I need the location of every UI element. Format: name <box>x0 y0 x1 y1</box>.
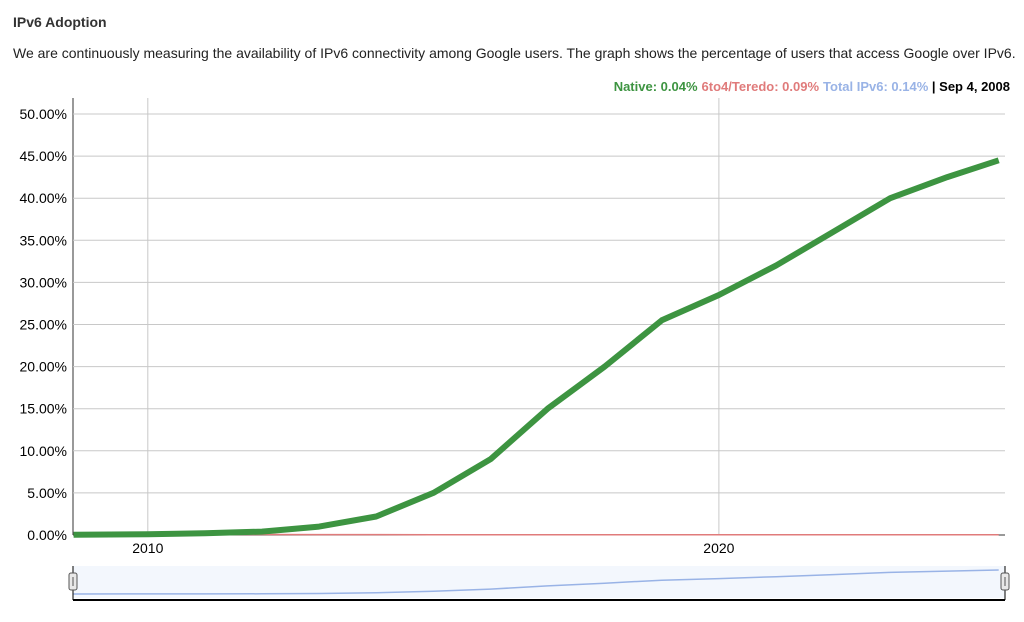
chart-title: IPv6 Adoption <box>13 14 107 30</box>
legend-entry: Total IPv6: 0.14% <box>823 79 929 94</box>
x-tick-label: 2020 <box>703 540 734 556</box>
x-tick-label: 2010 <box>132 540 163 556</box>
navigator-line <box>73 569 999 595</box>
y-tick-label: 0.00% <box>27 527 67 543</box>
series-line <box>73 157 1000 538</box>
y-tick-label: 20.00% <box>20 359 67 375</box>
y-tick-label: 40.00% <box>20 190 67 206</box>
y-tick-label: 50.00% <box>20 106 67 122</box>
legend-entry: | Sep 4, 2008 <box>928 79 1010 94</box>
y-tick-label: 35.00% <box>20 232 67 248</box>
legend: Native: 0.04% 6to4/Teredo: 0.09% Total IPv… <box>614 79 1010 94</box>
legend-entry: 6to4/Teredo: 0.09% <box>702 79 820 94</box>
y-tick-label: 15.00% <box>20 401 67 417</box>
y-tick-label: 45.00% <box>20 148 67 164</box>
y-tick-label: 25.00% <box>20 316 67 332</box>
legend-entry: Native: 0.04% <box>614 79 698 94</box>
y-tick-label: 10.00% <box>20 443 67 459</box>
y-tick-label: 5.00% <box>27 485 67 501</box>
chart-subtitle: We are continuously measuring the availa… <box>13 45 1016 61</box>
y-tick-label: 30.00% <box>20 274 67 290</box>
navigator-frame <box>73 566 1005 598</box>
